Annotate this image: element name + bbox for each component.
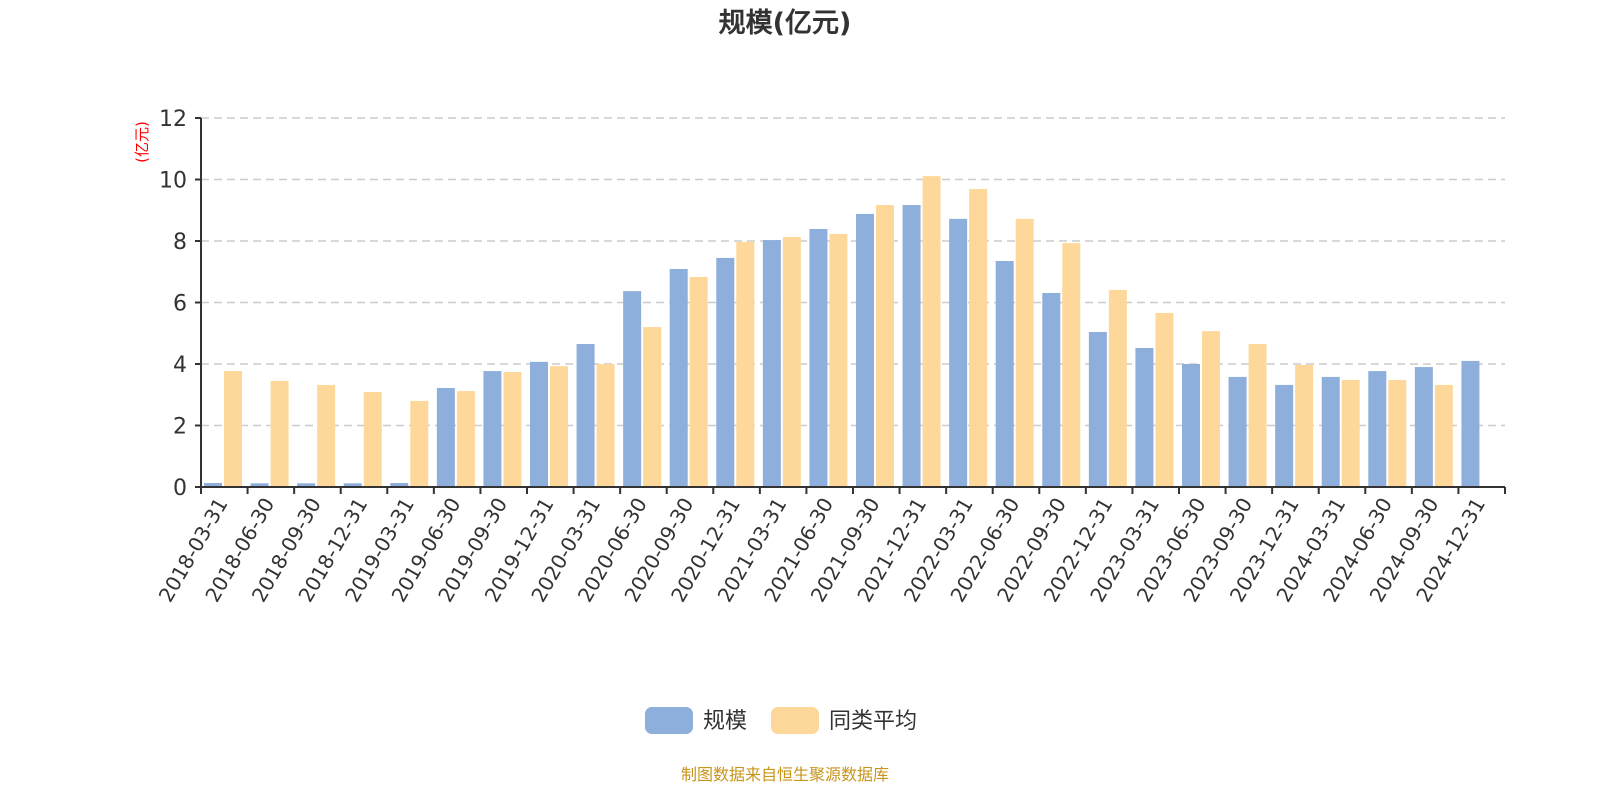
bar-category-average [224, 371, 242, 487]
bar-scale [1042, 292, 1061, 487]
bar-category-average [1341, 379, 1360, 487]
bar-category-average [643, 327, 662, 487]
bar-category-average [1388, 379, 1407, 487]
bar-category-average [503, 371, 522, 487]
bar-scale [530, 361, 548, 487]
bar-scale [250, 483, 269, 487]
y-tick-label: 2 [173, 415, 187, 440]
bar-scale [1275, 384, 1294, 487]
bar-category-average [969, 189, 988, 487]
bar-category-average [1202, 331, 1220, 487]
bar-category-average [736, 241, 755, 487]
bar-scale [669, 268, 688, 487]
bar-scale [1368, 371, 1387, 487]
chart-title: 规模(亿元) [719, 8, 852, 39]
y-axis-label: (亿元) [133, 121, 151, 163]
bar-category-average [596, 364, 615, 487]
bar-scale [297, 483, 316, 487]
legend-label: 同类平均 [829, 709, 917, 734]
bar-scale [1414, 367, 1433, 487]
bar-scale [902, 205, 921, 487]
bar-scale [343, 483, 362, 487]
bar-scale [1228, 376, 1247, 487]
bar-scale [1088, 332, 1107, 487]
bars [204, 176, 1480, 488]
bar-category-average [1062, 243, 1081, 487]
bar-category-average [689, 276, 708, 487]
legend: 规模 同类平均 [645, 707, 917, 734]
bar-category-average [829, 233, 848, 487]
footer-source: 制图数据来自恒生聚源数据库 [681, 765, 889, 784]
bar-scale [1461, 360, 1480, 487]
bar-scale [1321, 376, 1340, 487]
y-tick-label: 10 [159, 169, 187, 194]
legend-swatch [645, 707, 693, 734]
bar-category-average [1248, 344, 1267, 487]
bar-category-average [456, 391, 475, 487]
bar-scale [856, 213, 874, 487]
bar-scale [623, 291, 642, 487]
axes: 0246810122018-03-312018-06-302018-09-302… [154, 107, 1506, 606]
legend-swatch [771, 707, 819, 734]
bar-scale [204, 483, 222, 487]
bar-category-average [1295, 364, 1314, 487]
bar-category-average [363, 391, 382, 487]
bar-scale [483, 371, 502, 487]
y-tick-label: 6 [173, 292, 187, 317]
bar-category-average [317, 384, 336, 487]
bar-category-average [1155, 312, 1174, 487]
bar-scale [436, 387, 455, 487]
bar-category-average [270, 380, 289, 487]
bar-scale [1182, 364, 1200, 487]
bar-category-average [876, 205, 894, 487]
y-tick-label: 4 [173, 353, 187, 378]
bar-scale [716, 257, 735, 487]
bar-scale [809, 229, 828, 487]
y-tick-label: 0 [173, 476, 187, 501]
legend-label: 规模 [703, 709, 747, 734]
bar-scale [949, 218, 968, 488]
bar-scale [576, 344, 595, 487]
bar-scale [995, 260, 1014, 487]
bar-category-average [1108, 289, 1127, 487]
bar-scale [390, 483, 409, 487]
bar-scale [1135, 348, 1154, 487]
bar-category-average [922, 176, 941, 487]
bar-category-average [410, 400, 429, 487]
bar-category-average [550, 366, 568, 487]
bar-category-average [782, 237, 801, 487]
bar-scale [762, 240, 781, 487]
bar-category-average [1015, 218, 1034, 488]
y-tick-label: 8 [173, 230, 187, 255]
bar-category-average [1434, 384, 1453, 487]
y-tick-label: 12 [159, 107, 187, 132]
